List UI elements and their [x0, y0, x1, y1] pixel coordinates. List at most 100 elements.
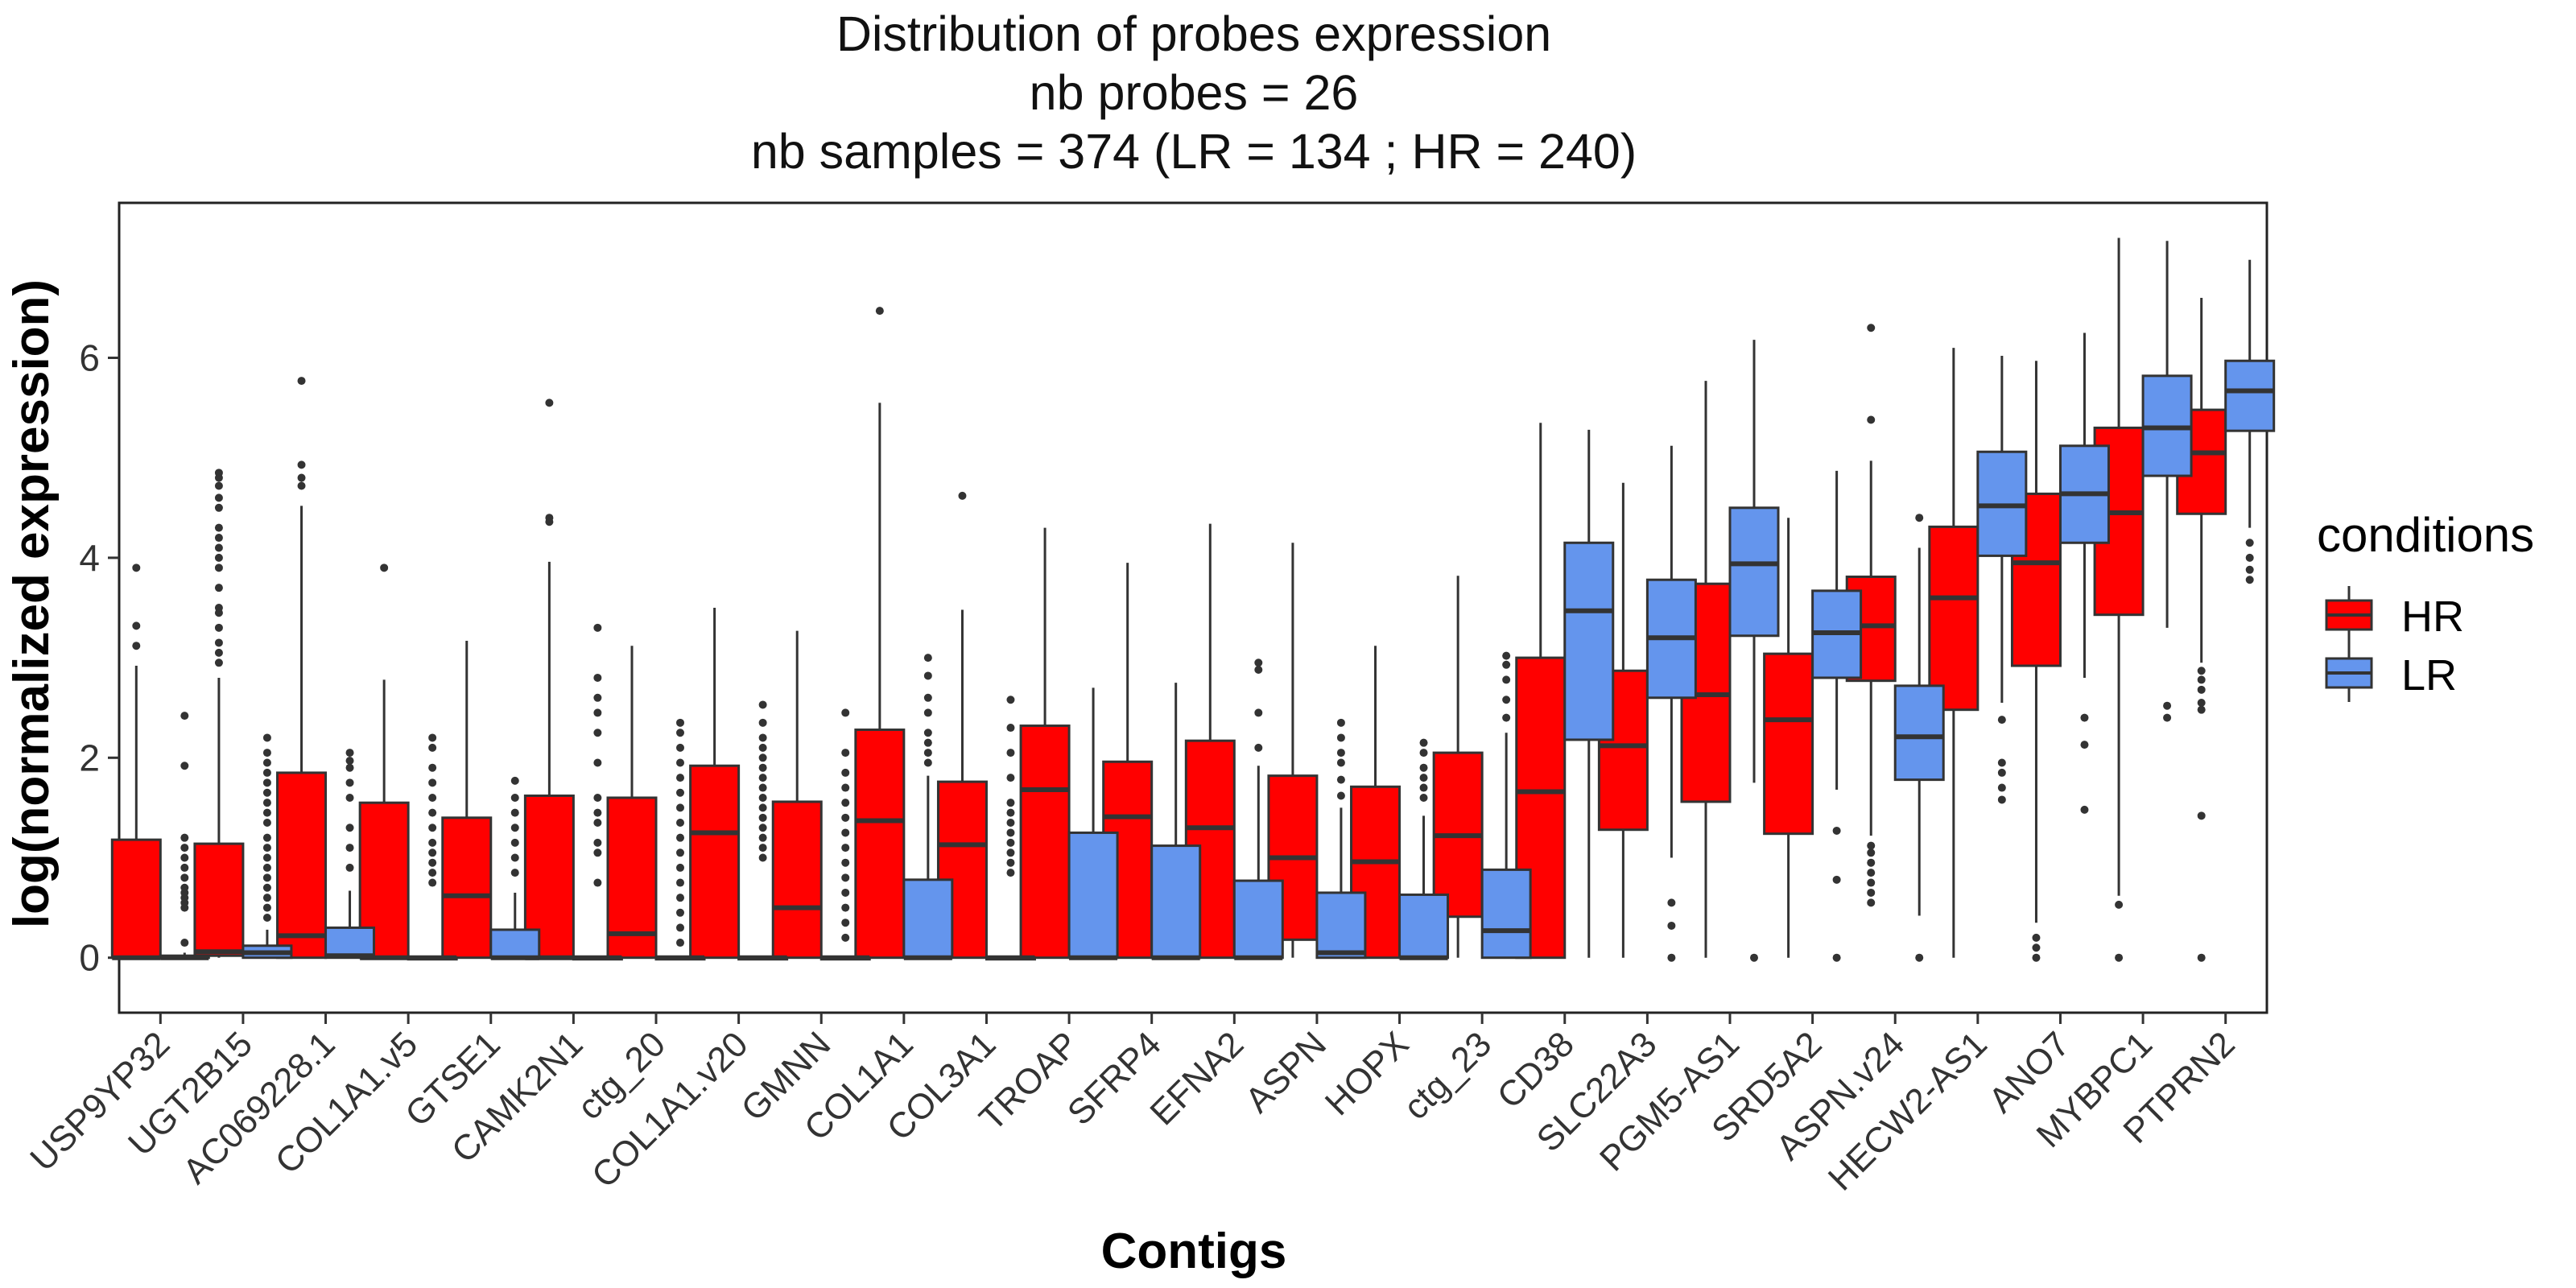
outlier-point: [180, 863, 189, 872]
outlier-point: [214, 534, 223, 543]
outlier-point: [297, 481, 306, 490]
box-lr-ANO7: [2058, 332, 2110, 814]
box-iqr: [1067, 831, 1119, 960]
outlier-point: [1006, 696, 1015, 704]
outlier-point: [510, 793, 519, 802]
box-iqr: [489, 928, 541, 960]
y-tick-label: 6: [79, 337, 100, 379]
box-iqr: [1728, 506, 1780, 638]
outlier-point: [132, 642, 141, 650]
outlier-point: [262, 853, 271, 862]
box-hr-COL3A1: [936, 491, 988, 960]
outlier-point: [262, 788, 271, 797]
outlier-point: [676, 729, 684, 737]
outlier-point: [262, 883, 271, 892]
box-iqr: [1893, 684, 1945, 782]
outlier-point: [428, 838, 437, 847]
outlier-point: [1006, 724, 1015, 733]
outlier-point: [297, 473, 306, 482]
outlier-point: [2163, 701, 2172, 710]
outlier-point: [1254, 743, 1263, 752]
box-lr-AC069228.1: [324, 749, 376, 960]
outlier-point: [841, 708, 850, 717]
box-iqr: [276, 771, 328, 960]
box-lr-EFNA2: [1232, 658, 1284, 960]
outlier-point: [841, 903, 850, 912]
outlier-point: [676, 774, 684, 782]
box-lr-ctg_23: [1480, 651, 1532, 960]
outlier-point: [428, 858, 437, 867]
outlier-point: [841, 888, 850, 897]
x-axis-title: Contigs: [1101, 1224, 1287, 1279]
outlier-point: [758, 783, 767, 792]
box-lr-GMNN: [819, 708, 871, 961]
outlier-point: [676, 819, 684, 828]
box-lr-HOPX: [1398, 738, 1450, 960]
outlier-point: [510, 808, 519, 817]
outlier-point: [510, 824, 519, 832]
outlier-point: [2080, 713, 2089, 722]
outlier-point: [1336, 791, 1345, 800]
box-lr-COL1A1: [902, 654, 954, 960]
outlier-point: [2115, 953, 2124, 962]
outlier-point: [841, 799, 850, 807]
box-lr-USP9YP32: [159, 712, 210, 960]
outlier-point: [345, 863, 354, 872]
outlier-point: [758, 763, 767, 772]
outlier-point: [2032, 933, 2041, 942]
outlier-point: [841, 858, 850, 867]
outlier-point: [841, 768, 850, 777]
box-lr-SRD5A2: [1811, 470, 1863, 962]
outlier-point: [923, 729, 932, 737]
outlier-point: [1336, 758, 1345, 767]
outlier-point: [262, 903, 271, 912]
x-tick-label: HOPX: [1318, 1024, 1417, 1123]
outlier-point: [428, 848, 437, 857]
outlier-point: [2115, 900, 2124, 909]
outlier-point: [1419, 774, 1428, 782]
outlier-point: [758, 753, 767, 762]
outlier-point: [758, 793, 767, 802]
outlier-point: [676, 758, 684, 767]
outlier-point: [676, 848, 684, 857]
box-lr-CD38: [1563, 429, 1615, 958]
outlier-point: [875, 307, 884, 316]
outlier-point: [1667, 921, 1676, 930]
outlier-point: [2245, 539, 2254, 547]
box-iqr: [902, 878, 954, 960]
box-iqr: [771, 800, 823, 960]
outlier-point: [428, 743, 437, 752]
outlier-point: [923, 758, 932, 767]
outlier-point: [262, 873, 271, 882]
chart-title-line: Distribution of probes expression: [836, 6, 1551, 61]
outlier-point: [214, 584, 223, 592]
outlier-point: [262, 914, 271, 923]
outlier-point: [1419, 793, 1428, 802]
box-lr-ctg_20: [654, 718, 706, 961]
outlier-point: [262, 844, 271, 852]
outlier-point: [214, 658, 223, 667]
outlier-point: [180, 873, 189, 882]
outlier-point: [1750, 953, 1758, 962]
outlier-point: [428, 808, 437, 817]
outlier-point: [758, 844, 767, 852]
outlier-point: [2080, 805, 2089, 814]
outlier-point: [676, 833, 684, 842]
outlier-point: [923, 738, 932, 747]
outlier-point: [1336, 775, 1345, 784]
outlier-point: [262, 733, 271, 742]
outlier-point: [923, 693, 932, 702]
legend-label-lr: LR: [2401, 651, 2457, 700]
outlier-point: [758, 813, 767, 822]
outlier-point: [841, 783, 850, 792]
outlier-point: [593, 819, 602, 828]
outlier-point: [428, 869, 437, 877]
box-lr-COL1A1.v5: [407, 733, 458, 961]
box-iqr: [1928, 525, 1979, 712]
chart-subtitle-line-2: nb samples = 374 (LR = 134 ; HR = 240): [751, 124, 1637, 179]
outlier-point: [262, 778, 271, 787]
outlier-point: [1832, 953, 1841, 962]
outlier-point: [1915, 514, 1924, 522]
outlier-point: [758, 743, 767, 752]
outlier-point: [214, 503, 223, 512]
